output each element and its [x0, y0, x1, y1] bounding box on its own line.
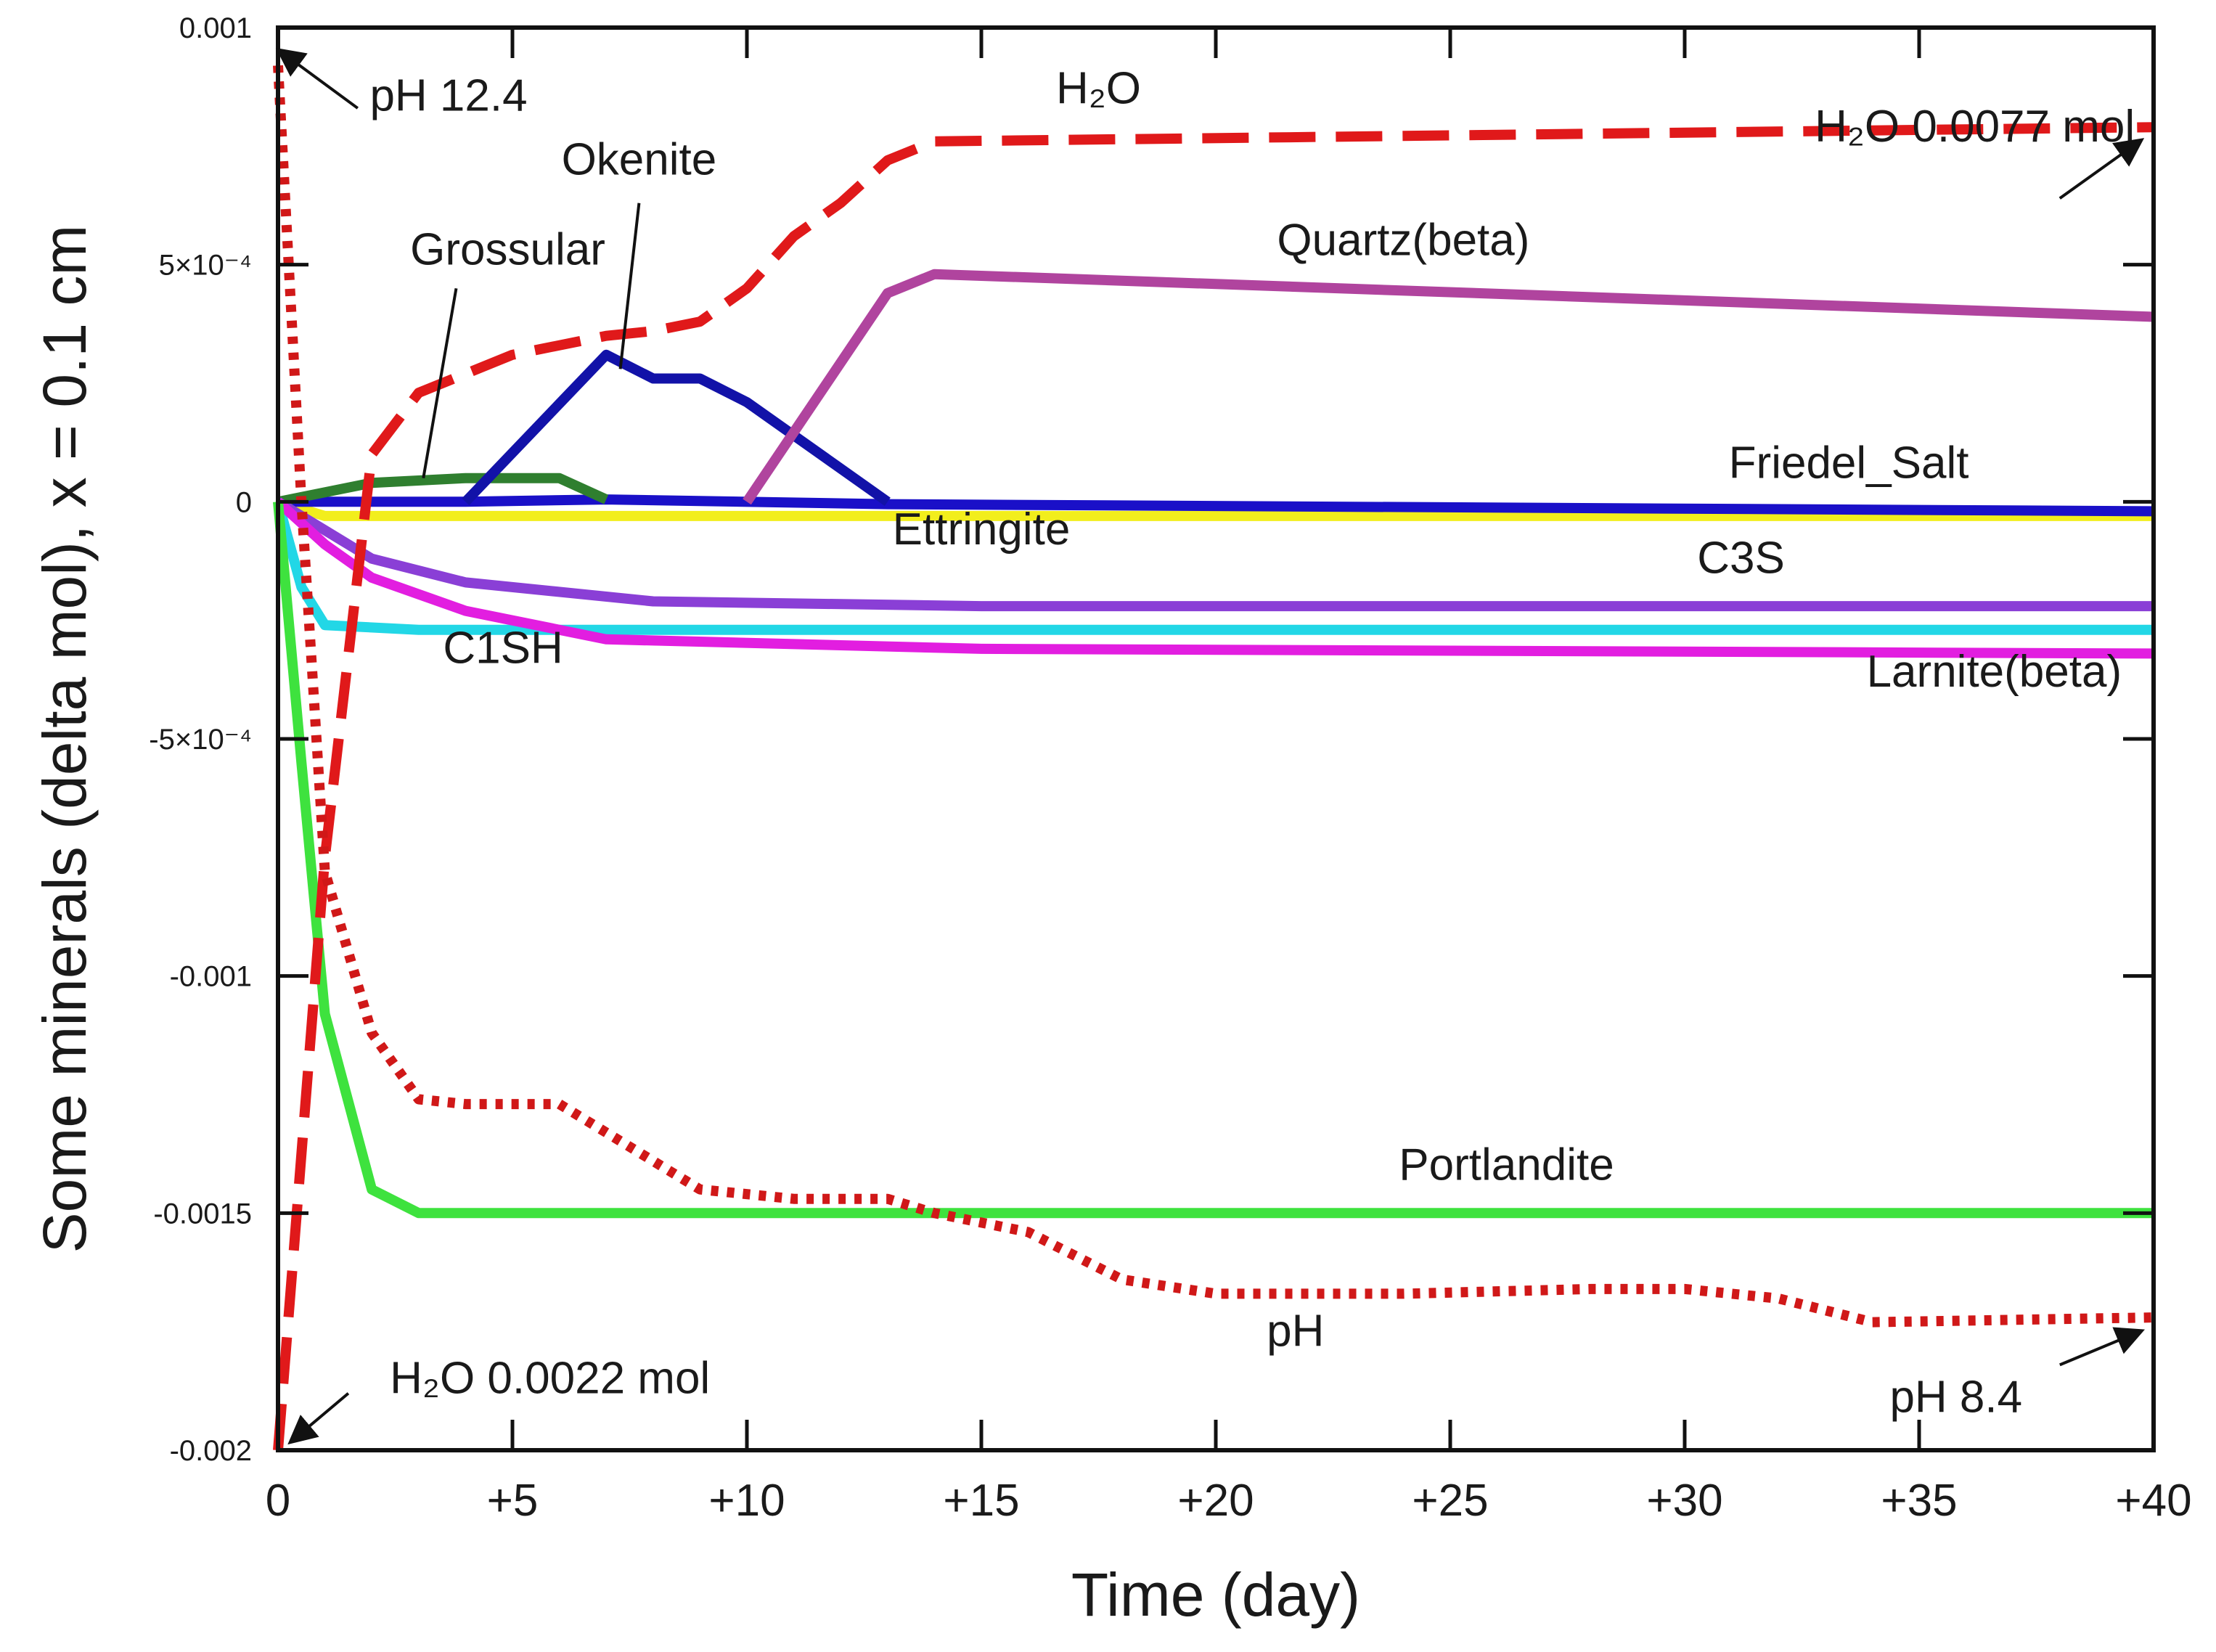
pointer-grossular	[422, 287, 458, 479]
x-tick-label: +10	[708, 1476, 785, 1526]
series-line-okenite	[462, 349, 891, 507]
series-line-quartz-beta	[743, 269, 2154, 505]
series-layer	[273, 65, 2154, 1451]
annotation-quartz: Quartz(beta)	[1277, 216, 1529, 266]
series-line-portlandite	[273, 501, 2154, 1219]
pointer-ph-end	[2059, 1327, 2146, 1367]
y-tick-label: -0.002	[170, 1435, 252, 1467]
y-tick-label: -0.0015	[153, 1198, 252, 1230]
y-axis-title: Some minerals (delta mol), x = 0.1 cm	[30, 225, 99, 1254]
annotation-okenite: Okenite	[562, 135, 717, 185]
annotation-ph-start: pH 12.4	[369, 70, 527, 120]
annotation-c3s: C3S	[1697, 533, 1785, 583]
pointer-okenite	[618, 203, 641, 369]
x-tick-label: +40	[2115, 1476, 2191, 1526]
annotation-ettringite: Ettringite	[893, 504, 1071, 555]
x-tick-label: +25	[1412, 1476, 1488, 1526]
series-line-friedel-salt	[278, 494, 2154, 517]
annotation-larnite: Larnite(beta)	[1867, 647, 2122, 697]
y-tick-label: 0	[236, 486, 252, 518]
annotation-grossular: Grossular	[410, 225, 605, 275]
annotation-ph: pH	[1267, 1306, 1324, 1356]
annotation-h2o-start: H₂O 0.0022 mol	[390, 1354, 710, 1404]
ticks-layer: 0 +5 +10 +15 +20 +25 +30 +35 +40 0.001 5×10⁻⁴ 0 -5×1…	[149, 12, 2191, 1526]
y-tick-label: 0.001	[179, 12, 252, 44]
annotation-ph-end: pH 8.4	[1889, 1373, 2022, 1423]
pointer-ph-start	[275, 47, 359, 110]
x-tick-label: +5	[487, 1476, 539, 1526]
x-tick-label: +20	[1177, 1476, 1254, 1526]
y-tick-label: -0.001	[170, 961, 252, 993]
annotation-friedel: Friedel_Salt	[1729, 438, 1969, 488]
series-line-larnite-beta	[274, 498, 2154, 659]
x-tick-label: 0	[266, 1476, 290, 1526]
series-line-ph	[273, 65, 2154, 1328]
x-axis-title: Time (day)	[1071, 1561, 1360, 1629]
annotation-h2o-end: H₂O 0.0077 mol	[1815, 102, 2135, 152]
x-tick-label: +15	[943, 1476, 1019, 1526]
x-tick-label: +35	[1881, 1476, 1957, 1526]
annotation-c1sh: C1SH	[443, 623, 563, 673]
series-line-c3s	[275, 497, 2154, 612]
x-tick-label: +30	[1646, 1476, 1722, 1526]
pointer-h2o-end	[2058, 138, 2145, 200]
annotations-layer: pH 12.4 H₂O Okenite Grossular H₂O 0.0077 mol…	[275, 47, 2146, 1445]
series-line-grossular	[277, 473, 609, 507]
pointer-h2o-start	[287, 1392, 350, 1445]
series-line-c1sh	[273, 500, 2154, 635]
annotation-h2o: H₂O	[1056, 64, 1141, 114]
annotation-portlandite: Portlandite	[1399, 1140, 1614, 1190]
series-line-h2o	[273, 122, 2154, 1451]
y-tick-label: 5×10⁻⁴	[159, 250, 252, 282]
y-tick-label: -5×10⁻⁴	[149, 724, 252, 756]
